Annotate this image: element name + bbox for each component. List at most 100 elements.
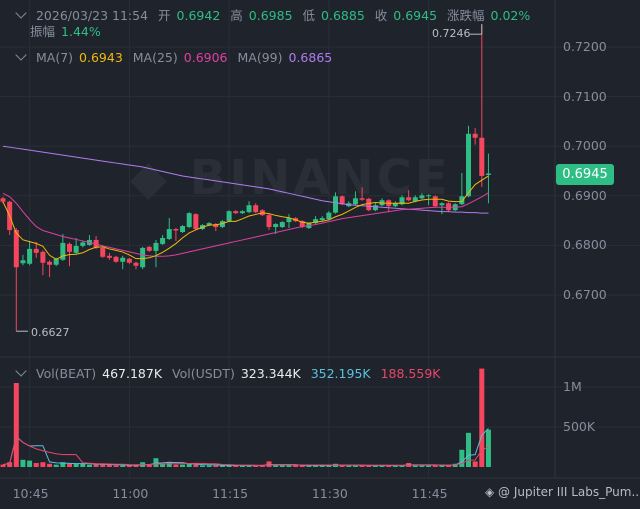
volume-bar: [193, 464, 199, 467]
candle-body: [412, 197, 418, 202]
candle-body: [120, 257, 126, 262]
candle-body: [326, 212, 332, 220]
candle-body: [266, 215, 272, 228]
candle-body: [166, 229, 172, 239]
volume-bar: [359, 465, 365, 467]
volume-bar: [466, 432, 471, 467]
ma25-line: [2, 192, 489, 257]
candle-body: [246, 205, 252, 213]
ma7-label: MA(7): [35, 50, 74, 65]
volume-bar: [306, 465, 312, 467]
change-value: 0.02%: [490, 8, 531, 23]
max-price-label: 0.7246: [432, 27, 471, 40]
volume-bar: [379, 465, 385, 467]
price-axis-label: 0.6700: [563, 287, 607, 302]
candle-body: [160, 237, 166, 244]
price-axis-label: 0.6900: [563, 187, 607, 203]
volume-bar: [33, 463, 39, 467]
ma-legend: MA(7) 0.6943 MA(25) 0.6906 MA(99) 0.6865: [14, 49, 338, 65]
time-axis-label: 11:45: [411, 486, 448, 501]
candle-body: [106, 255, 112, 258]
volume-bar: [133, 465, 139, 467]
candle-body: [126, 258, 132, 263]
volume-bar: [259, 465, 265, 467]
volume-bar: [7, 462, 13, 467]
min-price-label: 0.6627: [31, 326, 70, 339]
candle-body: [27, 248, 33, 264]
volume-bar: [80, 463, 86, 467]
candle-body: [20, 260, 26, 264]
volume-bar: [106, 464, 112, 467]
candle-body: [239, 211, 245, 214]
price-axis-label: 0.7100: [563, 88, 607, 104]
candle-body: [333, 196, 338, 213]
volume-bar: [153, 458, 159, 467]
candle-body: [419, 195, 425, 199]
candle-body: [359, 198, 365, 200]
candle-body: [133, 262, 139, 266]
volume-bar: [166, 462, 172, 467]
candle-body: [0, 198, 6, 202]
volume-bar: [173, 464, 179, 467]
candle-body: [80, 242, 86, 246]
volume-bar: [86, 464, 92, 467]
high-label: 高: [230, 8, 243, 23]
ma99-value: 0.6865: [288, 50, 333, 65]
volume-bar: [485, 429, 491, 467]
candle-body: [73, 245, 79, 253]
volume-bar: [299, 465, 305, 467]
time-axis-label: 11:30: [311, 486, 348, 501]
candle-body: [439, 203, 445, 206]
candle-body: [299, 221, 305, 228]
vol-ma2-value: 188.559K: [380, 366, 441, 381]
candle-body: [53, 258, 59, 265]
volume-bar: [293, 465, 299, 467]
candle-body: [13, 230, 19, 268]
volume-bar: [60, 462, 66, 467]
volume-bar: [73, 463, 79, 467]
volume-bar: [233, 465, 239, 467]
volume-bar: [273, 465, 279, 467]
volume-bar: [93, 464, 99, 467]
volume-bar: [386, 465, 392, 467]
candle-body: [466, 133, 471, 197]
candle-body: [146, 246, 152, 251]
candle-body: [339, 196, 345, 205]
chevron-down-icon[interactable]: [15, 7, 27, 19]
candle-body: [180, 226, 186, 233]
chevron-down-icon[interactable]: [15, 365, 27, 377]
price-axis-label: 0.6800: [563, 237, 607, 253]
volume-axis-label: 500K: [563, 419, 596, 434]
candle-body: [226, 211, 232, 222]
candle-body: [352, 198, 358, 205]
volume-bar: [326, 465, 332, 467]
volume-bar: [113, 465, 119, 467]
binance-watermark: ◆ BINANCE: [130, 150, 451, 206]
volume-bar: [120, 465, 126, 467]
volume-bar: [366, 465, 372, 467]
candle-datetime: 2026/03/23 11:54: [35, 8, 149, 23]
candle-body: [206, 223, 212, 226]
ma99-line: [2, 145, 489, 214]
binance-logo-icon: ◈: [485, 485, 499, 499]
volume-bar: [13, 383, 19, 467]
vol-quote-label: Vol(USDT): [172, 366, 235, 381]
candle-body: [173, 229, 179, 231]
ma25-value: 0.6906: [183, 50, 228, 65]
time-axis-label: 10:45: [12, 486, 49, 501]
volume-bar: [219, 465, 225, 467]
amplitude-legend: 振幅 1.44%: [30, 24, 107, 39]
volume-bar: [346, 465, 352, 467]
volume-bar: [47, 463, 53, 467]
volume-legend: Vol(BEAT) 467.187K Vol(USDT) 323.344K 352.…: [14, 365, 446, 381]
candle-body: [113, 256, 119, 262]
volume-ma-line: [2, 435, 489, 466]
candle-body: [153, 242, 159, 251]
volume-bar: [412, 465, 418, 467]
vol-base-label: Vol(BEAT): [35, 366, 97, 381]
chevron-down-icon[interactable]: [15, 49, 27, 61]
candle-body: [479, 137, 485, 176]
candle-body: [219, 221, 225, 228]
price-axis-label: 0.7200: [563, 39, 607, 54]
